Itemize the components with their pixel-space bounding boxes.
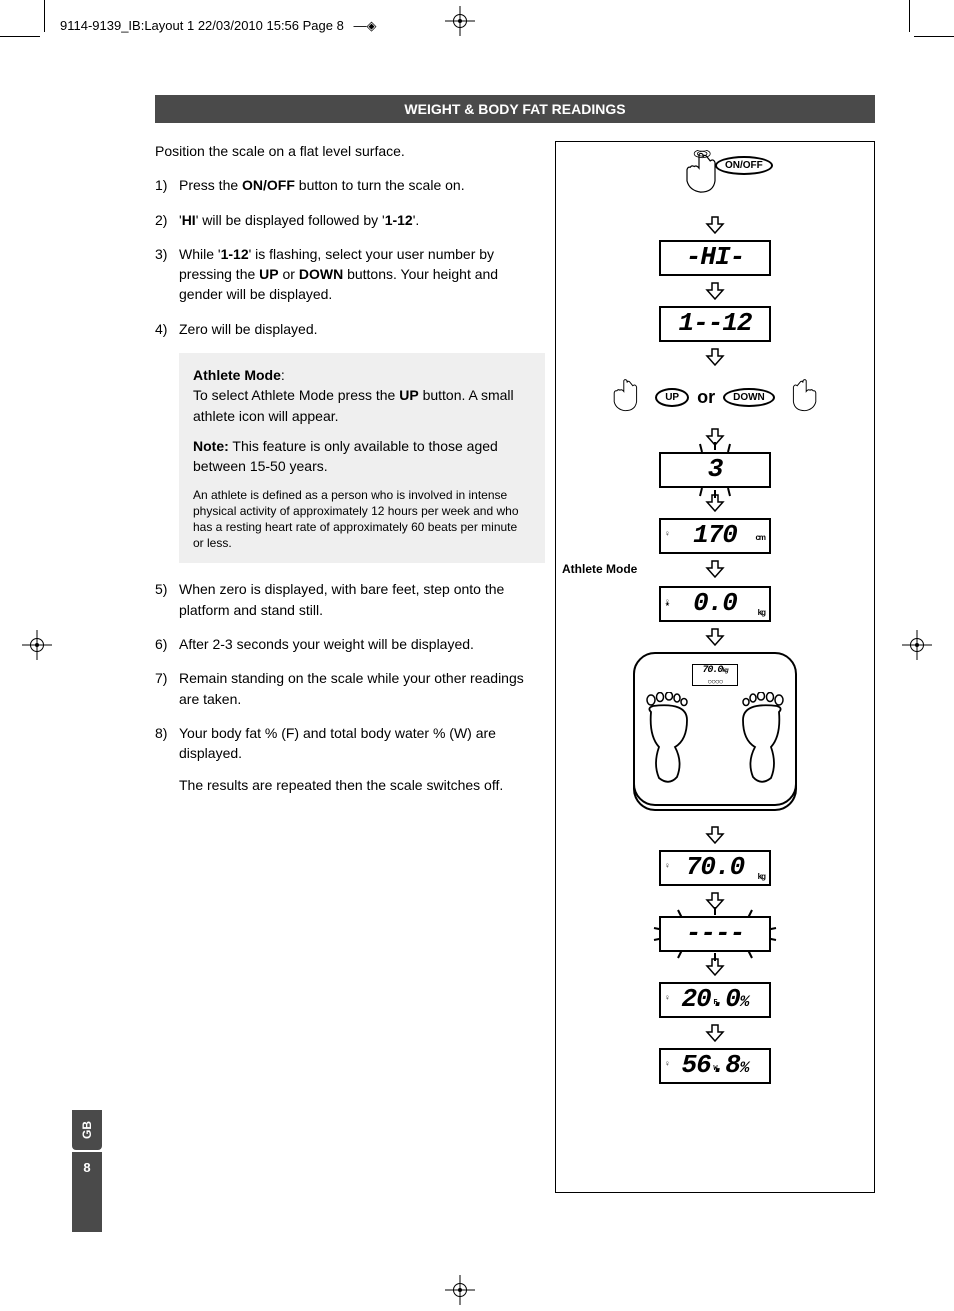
intro-text: Position the scale on a flat level surfa… — [155, 141, 545, 161]
arrow-down-icon — [705, 282, 725, 300]
lcd-700: ♀ 70.0 kg — [659, 850, 771, 886]
section-title: WEIGHT & BODY FAT READINGS — [155, 95, 875, 123]
lcd-dashes: ---- — [659, 916, 771, 952]
arrow-down-icon — [705, 628, 725, 646]
lcd-1-12: 1--12 — [659, 306, 771, 342]
athlete-mode-note: Athlete Mode: To select Athlete Mode pre… — [179, 353, 545, 563]
arrow-down-icon — [705, 348, 725, 366]
step-1: Press the ON/OFF button to turn the scal… — [179, 175, 545, 195]
language-tab: GB — [72, 1110, 102, 1150]
arrow-down-icon — [705, 216, 725, 234]
down-label: DOWN — [723, 388, 775, 407]
hand-press-icon — [683, 150, 723, 200]
foot-left-icon — [643, 692, 693, 787]
hand-up-icon — [611, 377, 643, 417]
diagram-column: ON/OFF -HI- 1--12 UP or DOWN — [555, 141, 875, 1193]
step-6: After 2-3 seconds your weight will be di… — [179, 634, 545, 654]
arrow-down-icon — [705, 1024, 725, 1042]
step-4: Zero will be displayed. — [179, 319, 545, 339]
step-5: When zero is displayed, with bare feet, … — [179, 579, 545, 620]
lcd-200: ♀ 20.0% F — [659, 982, 771, 1018]
lcd-568: ♀ 56.8% W — [659, 1048, 771, 1084]
foot-right-icon — [737, 692, 787, 787]
step-8: Your body fat % (F) and total body water… — [179, 723, 545, 796]
lcd-170: ♀ 170 cm — [659, 518, 771, 554]
hand-down-icon — [787, 377, 819, 417]
scale-illustration: 70.0kg ○○○○ — [633, 652, 797, 806]
lcd-00: ★ ♀ 0.0 kg — [659, 586, 771, 622]
instructions-column: Position the scale on a flat level surfa… — [155, 141, 545, 1193]
step-2: 'HI' will be displayed followed by '1-12… — [179, 210, 545, 230]
arrow-down-icon — [705, 826, 725, 844]
lcd-3: 3 — [659, 452, 771, 488]
lcd-hi: -HI- — [659, 240, 771, 276]
step-7: Remain standing on the scale while your … — [179, 668, 545, 709]
onoff-label: ON/OFF — [715, 156, 773, 175]
or-text: or — [697, 387, 715, 408]
arrow-down-icon — [705, 560, 725, 578]
athlete-mode-label: Athlete Mode — [562, 562, 637, 576]
step-3: While '1-12' is flashing, select your us… — [179, 244, 545, 305]
up-label: UP — [655, 388, 689, 407]
layout-slug: 9114-9139_IB:Layout 1 22/03/2010 15:56 P… — [60, 18, 376, 34]
page-number-tab: 8 — [72, 1152, 102, 1232]
